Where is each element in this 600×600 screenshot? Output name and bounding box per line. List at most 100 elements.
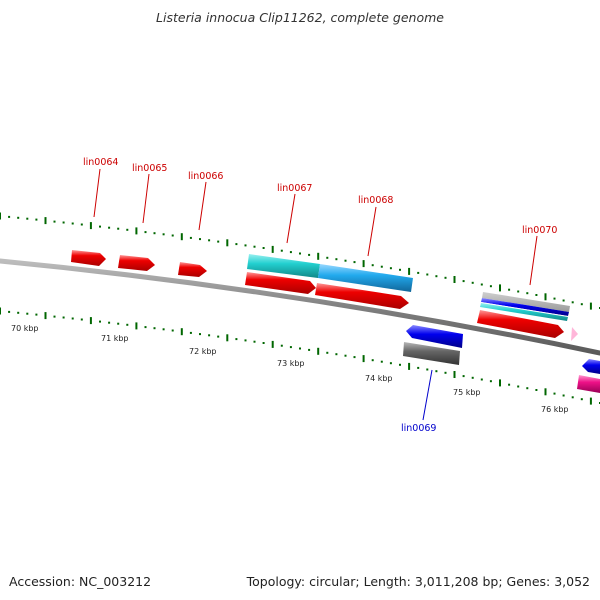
inner-minor-tick xyxy=(117,322,120,325)
feature-gray-band[interactable] xyxy=(482,292,570,312)
outer-minor-tick xyxy=(326,256,329,259)
outer-minor-tick xyxy=(389,267,392,270)
outer-minor-tick xyxy=(526,292,529,295)
outer-major-tick xyxy=(180,233,183,241)
inner-major-tick xyxy=(135,322,138,330)
inner-minor-tick xyxy=(80,318,83,321)
inner-minor-tick xyxy=(535,389,538,391)
gene-leader-lines xyxy=(93,168,538,421)
leader-lin0064 xyxy=(93,168,101,218)
label-lin0064[interactable]: lin0064 xyxy=(83,157,118,168)
gene-partial-blue[interactable] xyxy=(582,359,600,374)
label-lin0067[interactable]: lin0067 xyxy=(277,183,312,194)
outer-minor-tick xyxy=(399,268,401,271)
feature-cyan-band[interactable] xyxy=(480,303,568,321)
outer-minor-tick xyxy=(444,276,447,279)
inner-major-tick xyxy=(453,371,456,378)
inner-minor-tick xyxy=(471,376,474,379)
inner-minor-tick xyxy=(435,370,438,373)
feature-cyan[interactable] xyxy=(247,254,320,278)
genome-backbone xyxy=(0,258,600,356)
leader-lin0066 xyxy=(198,181,207,231)
gene-partial-magenta[interactable] xyxy=(577,375,600,393)
label-lin0066[interactable]: lin0066 xyxy=(188,171,223,182)
outer-minor-tick xyxy=(144,231,147,234)
inner-major-tick xyxy=(499,379,501,387)
feature-sky[interactable] xyxy=(318,264,413,292)
feature-blue-band[interactable] xyxy=(481,298,569,316)
inner-minor-tick xyxy=(99,320,101,323)
inner-minor-tick xyxy=(253,340,256,343)
outer-minor-tick xyxy=(35,218,38,221)
gene-lin0066[interactable] xyxy=(178,262,207,277)
inner-major-tick xyxy=(408,362,411,370)
scale-label-76kbp: 76 kbp xyxy=(541,405,569,414)
inner-minor-tick xyxy=(53,315,56,318)
accession-text: Accession: NC_003212 xyxy=(9,574,151,589)
inner-minor-tick xyxy=(444,371,447,374)
outer-minor-tick xyxy=(335,258,338,261)
outer-minor-tick xyxy=(535,294,538,296)
outer-major-tick xyxy=(499,284,501,292)
inner-minor-tick xyxy=(280,344,283,347)
outer-minor-tick xyxy=(26,217,29,220)
outer-minor-tick xyxy=(235,243,238,246)
gene-labels: lin0064 lin0065 lin0066 lin0067 lin0068 … xyxy=(83,157,557,434)
inner-minor-tick xyxy=(426,368,429,371)
inner-minor-tick xyxy=(344,354,347,357)
outer-minor-tick xyxy=(580,303,583,306)
leader-lin0065 xyxy=(142,173,150,224)
outer-minor-tick xyxy=(8,215,11,218)
label-lin0065[interactable]: lin0065 xyxy=(132,163,167,174)
scale-label-70kbp: 70 kbp xyxy=(11,324,39,333)
label-lin0068[interactable]: lin0068 xyxy=(358,195,393,206)
scale-label-73kbp: 73 kbp xyxy=(277,359,305,368)
gene-lin0070[interactable] xyxy=(477,310,564,338)
inner-minor-tick xyxy=(126,323,129,326)
scale-label-71kbp: 71 kbp xyxy=(101,334,129,343)
inner-minor-tick xyxy=(71,317,74,320)
outer-minor-tick xyxy=(199,238,201,241)
outer-minor-tick xyxy=(517,290,520,293)
gene-lin0067[interactable] xyxy=(245,272,316,294)
gene-partial-pink[interactable] xyxy=(571,327,578,341)
gene-lin0068[interactable] xyxy=(315,283,409,309)
inner-minor-tick xyxy=(262,342,265,344)
outer-major-tick xyxy=(271,245,274,253)
gene-lin0069[interactable] xyxy=(406,325,463,348)
inner-minor-tick xyxy=(235,338,238,341)
outer-minor-tick xyxy=(299,252,301,255)
forward-strand-genes xyxy=(71,250,578,341)
outer-major-tick xyxy=(362,260,365,268)
gene-lin0069-feature-gray[interactable] xyxy=(403,342,460,365)
label-lin0069[interactable]: lin0069 xyxy=(401,423,436,434)
feature-white-band xyxy=(481,302,568,317)
inner-minor-tick xyxy=(489,380,492,383)
inner-major-tick xyxy=(544,388,547,396)
outer-major-tick xyxy=(226,239,229,247)
gene-lin0065[interactable] xyxy=(118,255,155,271)
outer-minor-tick xyxy=(108,226,111,229)
gene-lin0064[interactable] xyxy=(71,250,106,266)
inner-minor-tick xyxy=(189,331,192,334)
outer-major-tick xyxy=(408,267,411,275)
inner-minor-tick xyxy=(26,312,29,315)
outer-minor-tick xyxy=(435,275,438,278)
reverse-strand-genes xyxy=(403,325,600,393)
outer-minor-tick xyxy=(244,244,247,247)
inner-major-tick xyxy=(180,328,183,336)
outer-minor-tick xyxy=(262,247,265,249)
scale-labels: 70 kbp 71 kbp 72 kbp 73 kbp 74 kbp 75 kb… xyxy=(11,324,569,414)
inner-minor-tick xyxy=(326,351,329,354)
inner-minor-tick xyxy=(208,334,211,337)
outer-minor-tick xyxy=(426,273,429,276)
outer-major-tick xyxy=(317,252,320,260)
label-lin0070[interactable]: lin0070 xyxy=(522,225,557,236)
inner-minor-tick xyxy=(580,398,583,401)
inner-minor-tick xyxy=(17,311,20,314)
outer-minor-tick xyxy=(208,239,211,242)
inner-minor-tick xyxy=(144,326,147,329)
inner-minor-tick xyxy=(108,321,111,324)
inner-major-tick xyxy=(362,355,365,363)
outer-minor-tick xyxy=(171,234,174,237)
